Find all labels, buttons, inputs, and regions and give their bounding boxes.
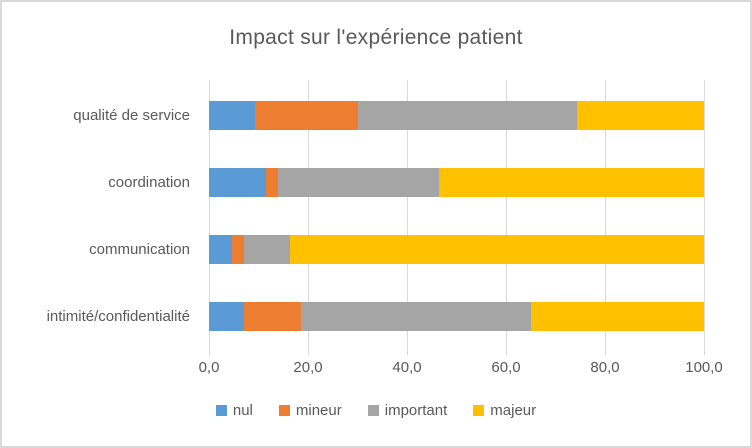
x-tick-label: 0,0 — [198, 359, 220, 376]
bar-segment-nul[interactable] — [209, 101, 256, 130]
bar-segment-majeur[interactable] — [531, 302, 704, 331]
legend-swatch-icon — [473, 405, 485, 416]
category-label: communication — [89, 240, 190, 258]
axis-tick — [406, 348, 408, 355]
bar-segment-mineur[interactable] — [255, 101, 359, 130]
category-label: coordination — [108, 173, 190, 191]
x-tick-label: 20,0 — [293, 359, 323, 376]
axis-tick — [604, 348, 606, 355]
chart-title: Impact sur l'expérience patient — [229, 26, 523, 49]
legend-swatch-icon — [278, 405, 290, 416]
gridline — [406, 80, 408, 348]
bar-segment-important[interactable] — [243, 235, 290, 264]
bar-segment-important[interactable] — [277, 168, 440, 197]
legend-swatch-icon — [367, 405, 379, 416]
axis-tick — [703, 348, 705, 355]
legend: nul mineur important majeur — [2, 402, 750, 419]
legend-label: important — [384, 402, 448, 419]
bar-segment-important[interactable] — [301, 302, 532, 331]
gridline — [307, 80, 309, 348]
legend-item-mineur[interactable]: mineur — [278, 402, 342, 419]
legend-swatch-icon — [215, 405, 227, 416]
gridline — [208, 80, 210, 348]
category-label: qualité de service — [73, 106, 190, 124]
bar-row — [209, 302, 704, 331]
bar-row — [209, 235, 704, 264]
bar-segment-mineur[interactable] — [243, 302, 302, 331]
gridline — [505, 80, 507, 348]
x-tick-label: 40,0 — [392, 359, 422, 376]
axis-tick — [307, 348, 309, 355]
bar-segment-majeur[interactable] — [439, 168, 704, 197]
bar-segment-mineur[interactable] — [266, 168, 278, 197]
legend-item-nul[interactable]: nul — [215, 402, 253, 419]
legend-item-important[interactable]: important — [367, 402, 448, 419]
bar-row — [209, 101, 704, 130]
axis-tick — [505, 348, 507, 355]
legend-label: nul — [232, 402, 253, 419]
gridline — [703, 80, 705, 348]
gridline — [604, 80, 606, 348]
bar-segment-majeur[interactable] — [577, 101, 704, 130]
x-tick-label: 60,0 — [491, 359, 521, 376]
legend-label: mineur — [295, 402, 342, 419]
x-tick-label: 100,0 — [685, 359, 723, 376]
category-label: intimité/confidentialité — [46, 307, 190, 325]
bar-segment-nul[interactable] — [209, 235, 233, 264]
bar-segment-nul[interactable] — [209, 302, 244, 331]
x-tick-label: 80,0 — [590, 359, 620, 376]
bar-segment-mineur[interactable] — [232, 235, 244, 264]
bar-segment-nul[interactable] — [209, 168, 267, 197]
axis-tick — [208, 348, 210, 355]
legend-item-majeur[interactable]: majeur — [473, 402, 536, 419]
bar-row — [209, 168, 704, 197]
legend-label: majeur — [490, 402, 537, 419]
bar-segment-majeur[interactable] — [289, 235, 704, 264]
bar-segment-important[interactable] — [358, 101, 578, 130]
plot-area — [208, 80, 705, 355]
